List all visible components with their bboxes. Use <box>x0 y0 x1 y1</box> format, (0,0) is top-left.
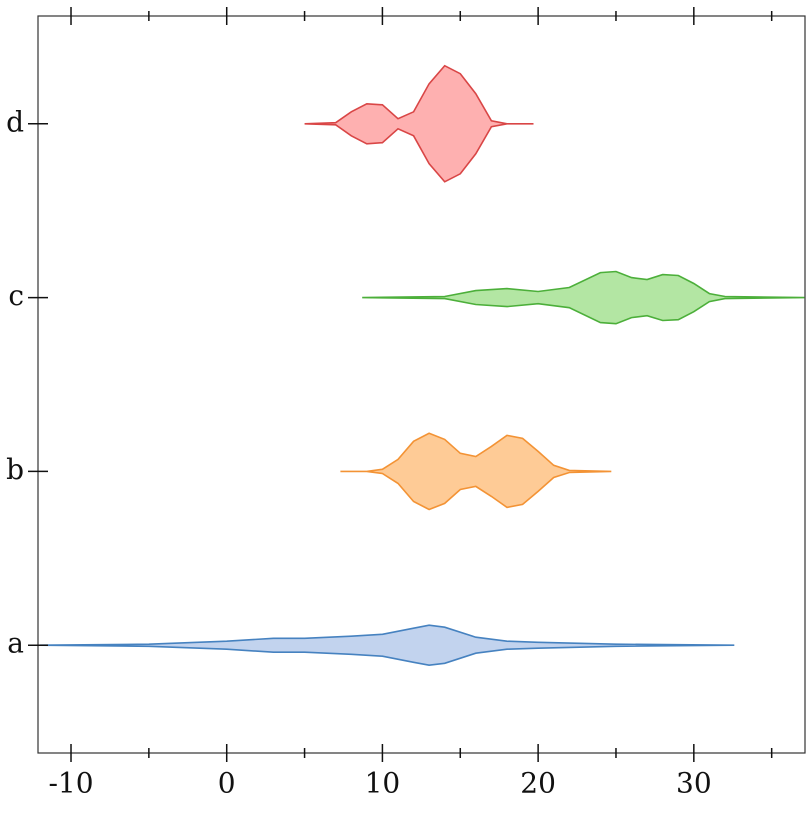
violin <box>362 270 805 325</box>
violin <box>340 432 612 511</box>
y-tick-label: c <box>8 279 24 312</box>
y-tick-label: b <box>6 453 24 486</box>
plot-frame <box>37 15 806 754</box>
x-tick-label: 0 <box>218 767 236 800</box>
x-tick-label: -10 <box>48 767 93 800</box>
x-tick-label: 10 <box>365 767 401 800</box>
violins <box>39 64 805 667</box>
x-tick-label: 20 <box>520 767 556 800</box>
violin <box>39 624 735 667</box>
y-tick-label: a <box>7 627 24 660</box>
y-tick-label: d <box>6 105 24 138</box>
violin <box>304 64 534 183</box>
x-tick-label: 30 <box>676 767 712 800</box>
